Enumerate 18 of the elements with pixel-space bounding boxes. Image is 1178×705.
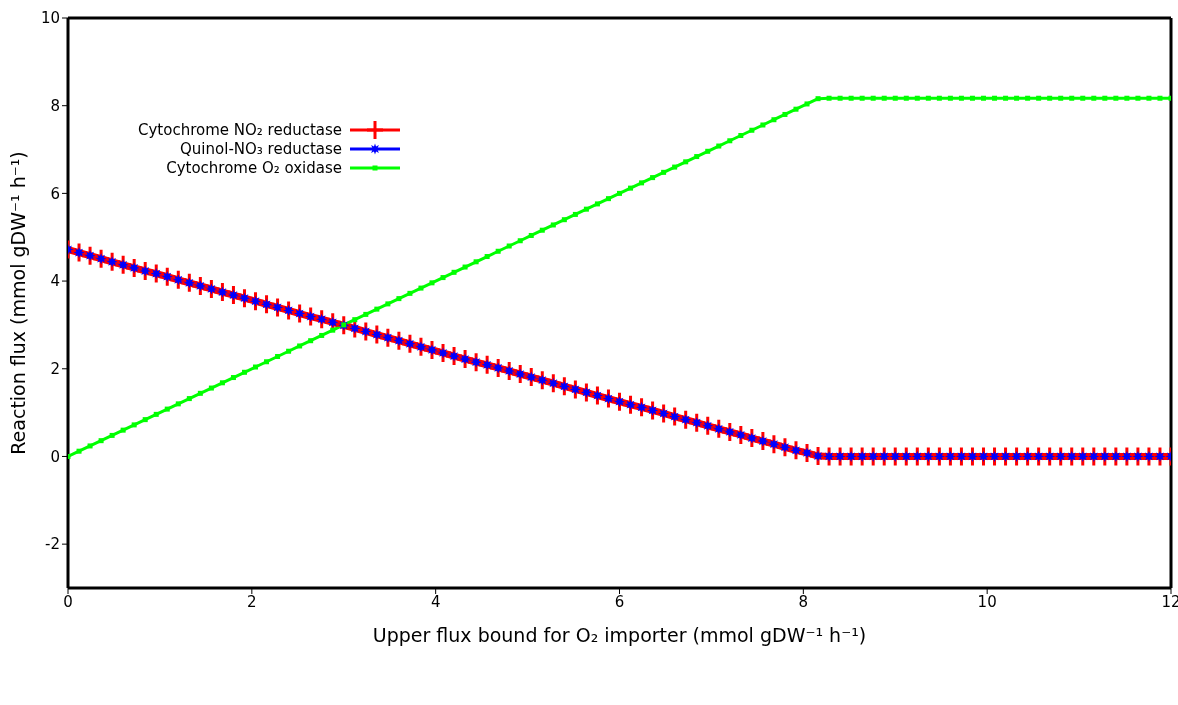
x-tick-label: 2 — [247, 592, 257, 611]
y-tick-label: 2 — [50, 360, 60, 379]
legend-label: Quinol-NO₃ reductase — [180, 139, 343, 158]
x-tick-label: 6 — [614, 592, 625, 611]
y-tick-label: 6 — [50, 184, 60, 203]
y-tick-label: 8 — [50, 97, 60, 116]
legend-label: Cytochrome O₂ oxidase — [166, 158, 343, 177]
y-tick-label: 10 — [40, 9, 60, 28]
x-tick-label: 0 — [63, 592, 73, 611]
x-tick-label: 10 — [977, 592, 997, 611]
legend-label: Cytochrome NO₂ reductase — [138, 120, 343, 139]
x-axis-title: Upper flux bound for O₂ importer (mmol gDW⁻¹ h⁻¹) — [372, 624, 867, 646]
x-tick-label: 4 — [430, 592, 441, 611]
x-tick-label: 8 — [798, 592, 809, 611]
y-tick-label: -2 — [45, 535, 60, 554]
y-tick-label: 0 — [50, 447, 60, 466]
y-axis-title: Reaction flux (mmol gDW⁻¹ h⁻¹) — [6, 151, 29, 455]
y-tick-label: 4 — [50, 272, 60, 291]
